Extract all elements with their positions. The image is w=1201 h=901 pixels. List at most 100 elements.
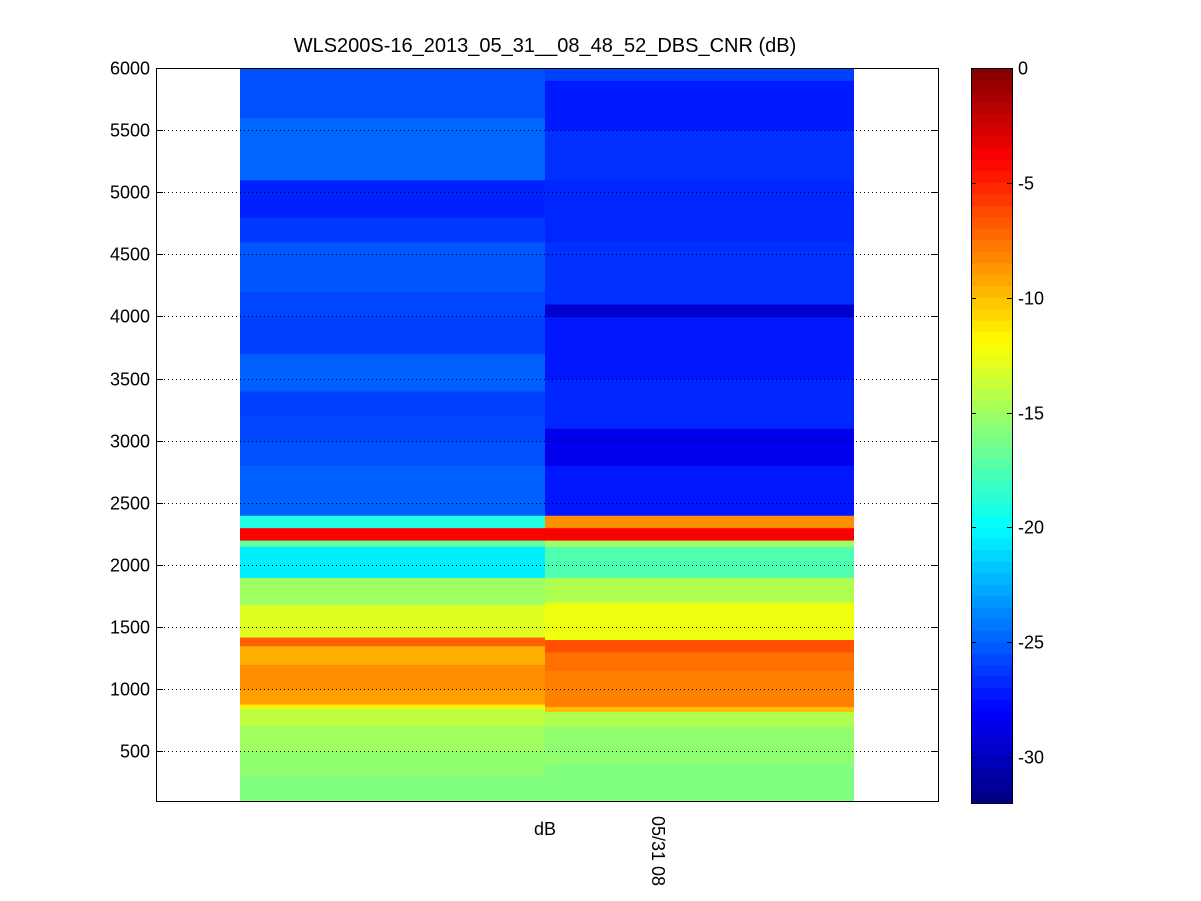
colorbar-segment [971, 378, 1012, 391]
colorbar-segment [971, 734, 1012, 747]
colorbar-segment [971, 665, 1012, 678]
colorbar-segment [971, 619, 1012, 632]
y-tick-label: 2000 [110, 556, 150, 576]
colorbar-segment [971, 79, 1012, 92]
colorbar-segment [971, 159, 1012, 172]
heatmap-cell [240, 689, 545, 705]
colorbar-tick-label: -5 [1018, 174, 1034, 194]
heatmap-cell [240, 776, 545, 802]
colorbar-segment [971, 527, 1012, 540]
colorbar-segment [971, 745, 1012, 758]
colorbar-segment [971, 412, 1012, 425]
colorbar-segment [971, 332, 1012, 345]
colorbar-segment [971, 791, 1012, 804]
y-tick-label: 3000 [110, 432, 150, 452]
heatmap-cell [545, 428, 854, 467]
heatmap-cell [240, 637, 545, 647]
colorbar-segment [971, 125, 1012, 138]
colorbar-segment [971, 607, 1012, 620]
heatmap-cell [545, 670, 854, 708]
heatmap-cell [240, 527, 545, 541]
colorbar-tick-label: -30 [1018, 748, 1044, 768]
colorbar-segment [971, 653, 1012, 666]
heatmap-cell [545, 80, 854, 131]
colorbar-segment [971, 263, 1012, 276]
heatmap-cell [545, 304, 854, 317]
colorbar-segment [971, 561, 1012, 574]
heatmap-cell [545, 515, 854, 529]
heatmap-cell [545, 130, 854, 181]
colorbar-segment [971, 630, 1012, 643]
colorbar-segment [971, 401, 1012, 414]
heatmap-cell [240, 179, 545, 218]
colorbar-segment [971, 757, 1012, 770]
colorbar-segment [971, 492, 1012, 505]
colorbar-segment [971, 148, 1012, 161]
colorbar-segment [971, 596, 1012, 609]
colorbar-segment [971, 722, 1012, 735]
colorbar-segment [971, 550, 1012, 563]
heatmap-cell [240, 515, 545, 529]
heatmap-cell [545, 241, 854, 305]
colorbar-segment [971, 251, 1012, 264]
y-tick-label: 4500 [110, 245, 150, 265]
colorbar-frame [971, 68, 1013, 804]
heatmap-cell [240, 241, 545, 293]
colorbar-segment [971, 538, 1012, 551]
colorbar-segment [971, 424, 1012, 437]
colorbar-segment [971, 182, 1012, 195]
heatmap-cell [240, 546, 545, 578]
colorbar-segment [971, 68, 1012, 81]
colorbar-axis: 0 -5 -10 -15 -20 -25 -30 [971, 59, 1044, 768]
heatmap-cell [240, 707, 545, 727]
heatmap-cell [240, 465, 545, 516]
colorbar-tick-label: -10 [1018, 289, 1044, 309]
heatmap-cell [545, 68, 854, 81]
heatmap-cell [240, 664, 545, 690]
y-tick-label: 2500 [110, 494, 150, 514]
heatmap-cell [240, 117, 545, 181]
heatmap-cell [240, 440, 545, 467]
colorbar-segment [971, 780, 1012, 793]
heatmap-cell [240, 704, 545, 709]
colorbar-tick-label: -20 [1018, 518, 1044, 538]
heatmap-cell [240, 604, 545, 638]
colorbar-segment [971, 274, 1012, 287]
y-tick-label: 3500 [110, 370, 150, 390]
colorbar-segment [971, 286, 1012, 299]
colorbar-segment [971, 297, 1012, 310]
heatmap-cell [545, 577, 854, 603]
heatmap-cell [545, 602, 854, 640]
colorbar-segment [971, 584, 1012, 597]
colorbar-segment [971, 320, 1012, 333]
heatmap-cell [240, 540, 545, 547]
colorbar-segment [971, 355, 1012, 368]
colorbar-segment [971, 699, 1012, 712]
colorbar-segment [971, 136, 1012, 149]
heatmap-cell [240, 316, 545, 355]
y-tick-label: 6000 [110, 59, 150, 79]
heatmap-cell [545, 763, 854, 802]
colorbar-tick-label: -25 [1018, 633, 1044, 653]
colorbar-segment [971, 688, 1012, 701]
heatmap-cell [545, 378, 854, 429]
colorbar-segment [971, 515, 1012, 528]
heatmap-cell [545, 706, 854, 713]
colorbar-segment [971, 171, 1012, 184]
heatmap-cell [545, 546, 854, 578]
y-tick-label: 4000 [110, 307, 150, 327]
colorbar-segment [971, 458, 1012, 471]
heatmap-cell [240, 726, 545, 752]
colorbar-tick-label: 0 [1018, 59, 1028, 79]
heatmap-cell [545, 651, 854, 672]
colorbar-segment [971, 102, 1012, 115]
x-tick-label: 05/31 08 [648, 816, 668, 886]
y-axis: 500 1000 1500 2000 2500 3000 3500 4000 4500 5000 5… [110, 59, 938, 762]
heatmap-cell [240, 391, 545, 417]
heatmap-cell [545, 465, 854, 516]
colorbar-segment [971, 217, 1012, 230]
y-tick-label: 500 [120, 742, 150, 762]
colorbar-segment [971, 205, 1012, 218]
heatmap-cell [545, 711, 854, 727]
plot-frame [156, 68, 939, 802]
